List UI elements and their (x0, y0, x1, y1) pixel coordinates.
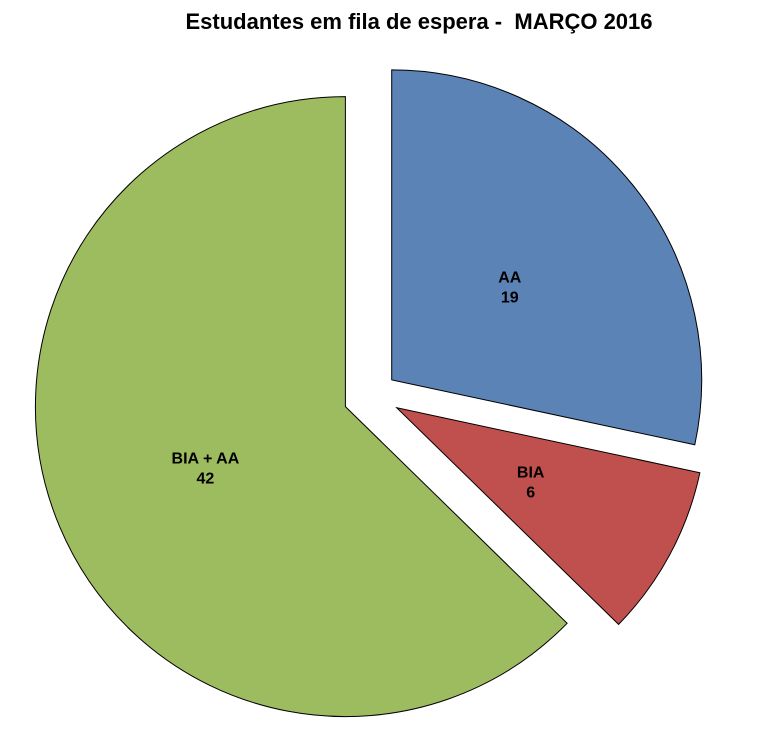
pie-slice-bia-aa (35, 96, 568, 718)
slice-label: AA 19 (498, 269, 522, 306)
pie-slice-bia (395, 406, 701, 626)
pie-slice-aa (391, 69, 703, 446)
slice-label: BIA 6 (517, 465, 545, 502)
slice-label: BIA + AA 42 (172, 451, 240, 488)
chart-title: Estudantes em fila de espera - MARÇO 201… (185, 9, 653, 34)
